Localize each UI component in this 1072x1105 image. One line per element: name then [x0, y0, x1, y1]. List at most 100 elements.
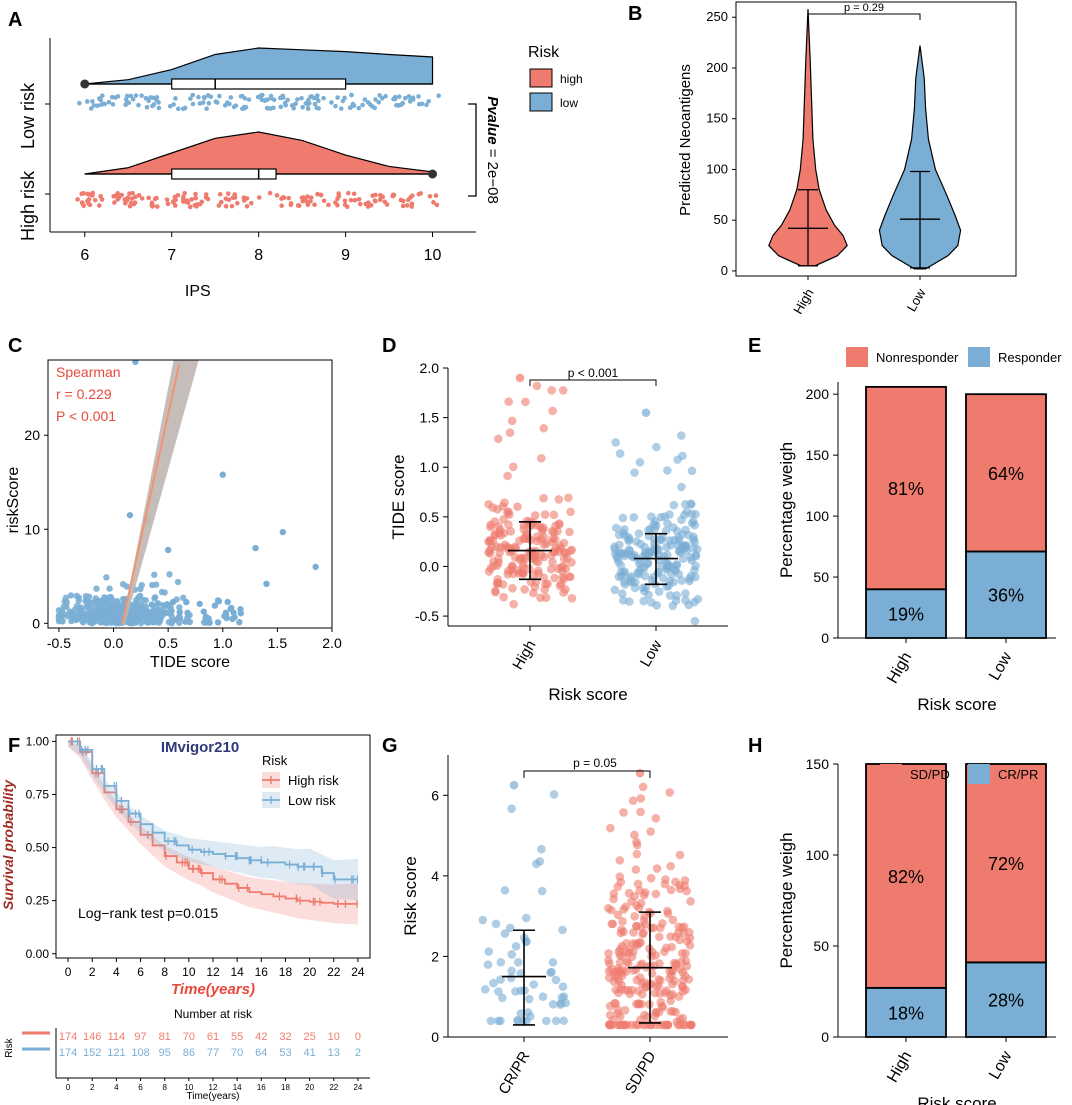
risk-count: 97: [134, 1031, 146, 1043]
tick-label-f-x: 6: [137, 965, 144, 979]
data-point: [654, 1008, 664, 1017]
data-point: [660, 947, 669, 957]
data-point: [548, 999, 558, 1009]
data-point: [538, 526, 547, 536]
tick-label-f-x: 24: [351, 965, 365, 979]
data-point: [305, 106, 311, 112]
axis-title-c-x: TIDE score: [150, 654, 230, 671]
data-point: [90, 190, 96, 196]
risk-count: 0: [355, 1031, 361, 1043]
data-point: [106, 606, 113, 613]
data-point: [567, 594, 577, 603]
data-point: [625, 597, 634, 606]
data-point: [378, 192, 383, 198]
data-point: [492, 561, 502, 570]
tick-label-f-y: 0.00: [26, 947, 50, 961]
risk-table-xlabel: Time(years): [187, 1091, 240, 1102]
data-point: [676, 431, 686, 440]
axis-title-x: Risk score: [917, 695, 996, 714]
data-point: [115, 603, 123, 610]
data-point: [126, 511, 134, 519]
data-point: [673, 1020, 683, 1030]
data-point: [241, 196, 247, 202]
data-point: [150, 95, 156, 101]
tick-label-f-x: 0: [65, 965, 72, 979]
risk-count: 121: [107, 1047, 125, 1059]
data-point: [562, 553, 572, 563]
data-point: [643, 558, 653, 568]
data-point: [655, 923, 665, 933]
tick-label-y: 0: [821, 630, 829, 646]
data-point: [211, 602, 219, 609]
data-point: [329, 100, 334, 105]
data-point: [91, 103, 97, 108]
data-point: [564, 493, 573, 503]
data-point: [288, 202, 294, 208]
data-point: [312, 202, 317, 208]
data-point: [530, 551, 539, 560]
data-point: [154, 195, 159, 201]
data-point: [540, 510, 550, 519]
data-point: [182, 190, 187, 196]
data-point: [619, 568, 628, 578]
data-point: [558, 386, 568, 395]
data-point: [196, 600, 203, 608]
data-point: [607, 919, 617, 929]
data-point: [410, 97, 416, 102]
data-point: [549, 527, 559, 537]
data-point: [183, 598, 190, 606]
risk-count: 25: [303, 1031, 315, 1043]
legend-title-f: Risk: [262, 753, 288, 768]
data-point: [566, 507, 575, 517]
tick-label-f-y: 0.25: [26, 894, 50, 908]
data-point: [176, 614, 184, 622]
data-point: [59, 618, 66, 625]
data-point: [416, 101, 422, 107]
data-point: [528, 588, 538, 598]
data-point: [681, 596, 690, 605]
data-point: [622, 967, 631, 976]
data-point: [652, 981, 661, 990]
density-cloud: [84, 131, 434, 175]
data-point: [333, 103, 338, 109]
data-point: [436, 93, 441, 99]
data-point: [338, 106, 344, 111]
comparison-bracket-g: [523, 770, 651, 778]
data-point: [514, 1016, 523, 1026]
data-point: [638, 989, 647, 999]
data-point: [516, 969, 526, 978]
data-point: [235, 200, 240, 206]
data-point: [496, 543, 505, 552]
data-point: [550, 573, 559, 583]
data-point: [660, 512, 669, 521]
tick-label-c-y: 20: [24, 427, 40, 443]
data-point: [516, 986, 526, 995]
data-point: [505, 428, 515, 437]
data-point: [99, 93, 105, 98]
data-point: [661, 875, 670, 884]
tick-label-c-x: 0.5: [158, 635, 178, 651]
data-point: [651, 889, 661, 899]
data-point: [507, 804, 516, 813]
data-point: [655, 959, 664, 968]
data-point: [426, 98, 432, 104]
tick-label-x: SD/PD: [622, 1048, 660, 1096]
density-cloud: [84, 47, 434, 85]
data-point: [190, 101, 196, 107]
tick-label-c-x: 2.0: [322, 635, 342, 651]
data-point: [316, 106, 321, 111]
data-point: [101, 101, 106, 107]
tick-label-c-y: 10: [24, 521, 40, 537]
data-point: [685, 941, 695, 950]
data-point: [503, 471, 512, 481]
risk-tick-label-x: 6: [138, 1083, 143, 1092]
tick-label-f-y: 1.00: [26, 734, 50, 748]
data-point: [136, 192, 142, 198]
data-point: [634, 529, 644, 538]
data-point: [507, 950, 517, 959]
data-point: [686, 897, 695, 906]
data-point: [127, 191, 132, 196]
data-point: [124, 93, 130, 99]
tick-label-y: 1.0: [420, 459, 440, 475]
